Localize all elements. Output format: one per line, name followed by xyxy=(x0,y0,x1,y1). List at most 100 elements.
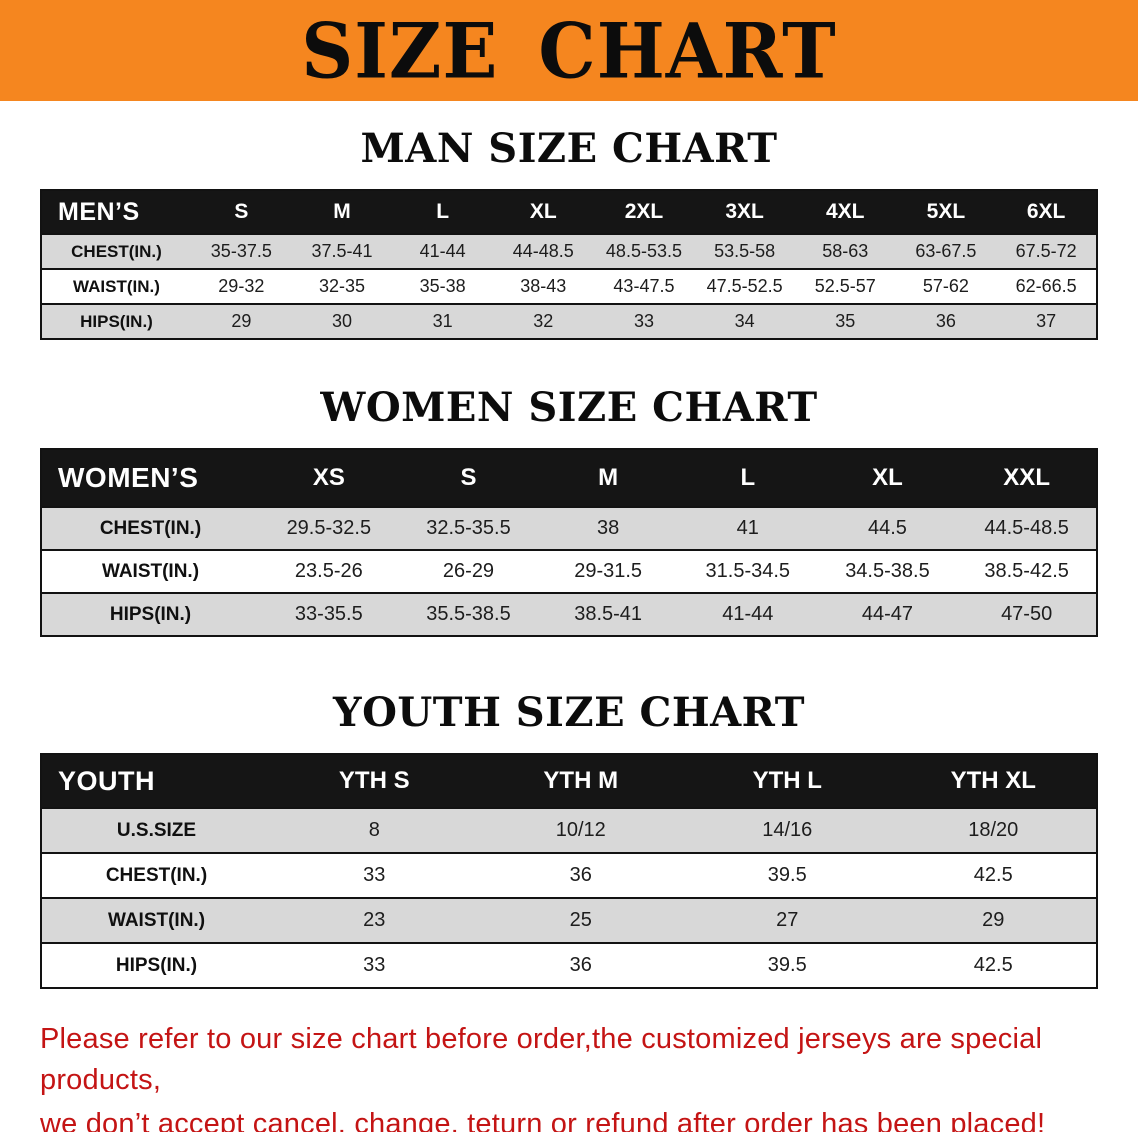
size-value-cell: 44-48.5 xyxy=(492,233,594,270)
size-value-cell: 26-29 xyxy=(398,549,539,594)
size-value-cell: 29-31.5 xyxy=(538,549,678,594)
measure-label: WAIST(IN.) xyxy=(41,268,191,305)
size-value-cell: 58-63 xyxy=(794,233,896,270)
size-value-cell: 38-43 xyxy=(492,268,594,305)
size-value-cell: 27 xyxy=(684,897,891,944)
size-header-cell: XXL xyxy=(957,448,1097,508)
size-value-cell: 25 xyxy=(477,897,684,944)
size-value-cell: 31 xyxy=(392,303,493,340)
size-value-cell: 18/20 xyxy=(890,807,1097,854)
size-value-cell: 35-38 xyxy=(392,268,493,305)
size-value-cell: 33-35.5 xyxy=(259,592,399,637)
table-row: WAIST(IN.) 23 25 27 29 xyxy=(41,897,1097,944)
size-header-cell: 6XL xyxy=(996,189,1097,235)
size-value-cell: 35 xyxy=(794,303,896,340)
order-note: Please refer to our size chart before or… xyxy=(40,1019,1098,1132)
size-value-cell: 37 xyxy=(996,303,1097,340)
measure-label: HIPS(IN.) xyxy=(41,303,191,340)
size-value-cell: 29-32 xyxy=(191,268,292,305)
size-value-cell: 43-47.5 xyxy=(593,268,695,305)
size-value-cell: 32.5-35.5 xyxy=(398,506,539,551)
size-header-cell: YTH XL xyxy=(890,753,1097,809)
size-value-cell: 37.5-41 xyxy=(291,233,393,270)
size-value-cell: 44.5 xyxy=(817,506,958,551)
measure-label: CHEST(IN.) xyxy=(41,506,259,551)
women-section-heading: WOMEN SIZE CHART xyxy=(320,384,818,431)
size-value-cell: 62-66.5 xyxy=(996,268,1097,305)
size-value-cell: 35.5-38.5 xyxy=(398,592,539,637)
size-value-cell: 10/12 xyxy=(477,807,684,854)
size-header-cell: 3XL xyxy=(694,189,795,235)
size-value-cell: 67.5-72 xyxy=(996,233,1097,270)
size-header-cell: YTH M xyxy=(477,753,684,809)
size-value-cell: 57-62 xyxy=(895,268,997,305)
table-title-cell: WOMEN’S xyxy=(41,448,259,508)
measure-label: U.S.SIZE xyxy=(41,807,271,854)
size-value-cell: 35-37.5 xyxy=(191,233,292,270)
measure-label: HIPS(IN.) xyxy=(41,592,259,637)
table-row: WAIST(IN.) 29-32 32-35 35-38 38-43 43-47.5 47.… xyxy=(41,268,1097,305)
size-value-cell: 23 xyxy=(271,897,478,944)
youth-section-heading: YOUTH SIZE CHART xyxy=(333,689,805,736)
table-header-row: MEN’S S M L XL 2XL 3XL 4XL 5XL 6XL xyxy=(41,189,1097,235)
title-banner: SIZE CHART xyxy=(0,0,1138,101)
women-size-section: WOMEN SIZE CHART WOMEN’S XS S M L XL XXL CHEST(… xyxy=(0,386,1138,637)
size-header-cell: L xyxy=(677,448,818,508)
size-value-cell: 30 xyxy=(291,303,393,340)
size-value-cell: 38.5-41 xyxy=(538,592,678,637)
measure-label: HIPS(IN.) xyxy=(41,942,271,989)
size-value-cell: 44.5-48.5 xyxy=(957,506,1097,551)
size-header-cell: M xyxy=(538,448,678,508)
note-line-1: Please refer to our size chart before or… xyxy=(40,1023,1043,1096)
size-value-cell: 48.5-53.5 xyxy=(593,233,695,270)
men-size-table: MEN’S S M L XL 2XL 3XL 4XL 5XL 6XL CHEST(IN.) 35-37… xyxy=(40,189,1098,340)
table-header-row: WOMEN’S XS S M L XL XXL xyxy=(41,448,1097,508)
table-row: HIPS(IN.) 33 36 39.5 42.5 xyxy=(41,942,1097,989)
size-header-cell: L xyxy=(392,189,493,235)
size-value-cell: 33 xyxy=(271,942,478,989)
size-value-cell: 36 xyxy=(895,303,997,340)
table-row: CHEST(IN.) 33 36 39.5 42.5 xyxy=(41,852,1097,899)
size-header-cell: S xyxy=(398,448,539,508)
size-header-cell: M xyxy=(291,189,393,235)
table-title-cell: MEN’S xyxy=(41,189,191,235)
size-header-cell: XL xyxy=(492,189,594,235)
size-value-cell: 42.5 xyxy=(890,852,1097,899)
size-value-cell: 41-44 xyxy=(677,592,818,637)
size-value-cell: 36 xyxy=(477,852,684,899)
size-value-cell: 39.5 xyxy=(684,942,891,989)
women-size-table: WOMEN’S XS S M L XL XXL CHEST(IN.) 29.5-32.5 32.5… xyxy=(40,448,1098,637)
size-value-cell: 23.5-26 xyxy=(259,549,399,594)
size-header-cell: YTH L xyxy=(684,753,891,809)
size-value-cell: 33 xyxy=(271,852,478,899)
measure-label: CHEST(IN.) xyxy=(41,233,191,270)
size-value-cell: 63-67.5 xyxy=(895,233,997,270)
table-row: HIPS(IN.) 33-35.5 35.5-38.5 38.5-41 41-44 44-… xyxy=(41,592,1097,637)
size-value-cell: 38.5-42.5 xyxy=(957,549,1097,594)
measure-label: CHEST(IN.) xyxy=(41,852,271,899)
size-value-cell: 34.5-38.5 xyxy=(817,549,958,594)
size-value-cell: 38 xyxy=(538,506,678,551)
size-value-cell: 47-50 xyxy=(957,592,1097,637)
size-value-cell: 52.5-57 xyxy=(794,268,896,305)
size-value-cell: 41-44 xyxy=(392,233,493,270)
size-header-cell: S xyxy=(191,189,292,235)
size-value-cell: 47.5-52.5 xyxy=(694,268,795,305)
size-value-cell: 33 xyxy=(593,303,695,340)
size-value-cell: 29 xyxy=(890,897,1097,944)
size-value-cell: 32-35 xyxy=(291,268,393,305)
measure-label: WAIST(IN.) xyxy=(41,897,271,944)
size-value-cell: 32 xyxy=(492,303,594,340)
size-value-cell: 41 xyxy=(677,506,818,551)
table-row: WAIST(IN.) 23.5-26 26-29 29-31.5 31.5-34.5 34… xyxy=(41,549,1097,594)
size-value-cell: 39.5 xyxy=(684,852,891,899)
size-value-cell: 36 xyxy=(477,942,684,989)
size-header-cell: 4XL xyxy=(794,189,896,235)
size-header-cell: XL xyxy=(817,448,958,508)
table-header-row: YOUTH YTH S YTH M YTH L YTH XL xyxy=(41,753,1097,809)
size-value-cell: 42.5 xyxy=(890,942,1097,989)
table-row: U.S.SIZE 8 10/12 14/16 18/20 xyxy=(41,807,1097,854)
table-row: HIPS(IN.) 29 30 31 32 33 34 35 36 37 xyxy=(41,303,1097,340)
size-header-cell: 5XL xyxy=(895,189,997,235)
